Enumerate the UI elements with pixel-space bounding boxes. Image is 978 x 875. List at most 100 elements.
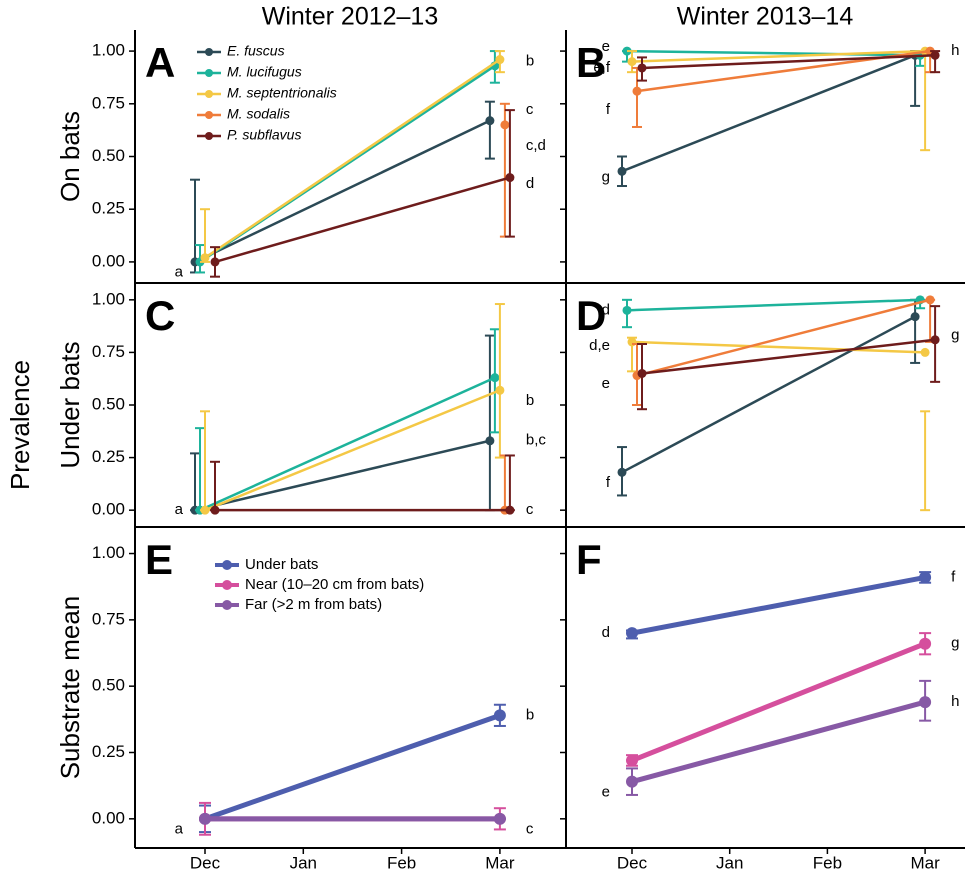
marker (199, 812, 211, 825)
series-line (636, 298, 931, 377)
legend-label: M. septentrionalis (227, 85, 337, 101)
legend-label: M. lucifugus (227, 64, 302, 80)
legend-marker (222, 580, 232, 590)
x-tick-label: Mar (485, 853, 515, 872)
marker (495, 55, 505, 65)
marker (493, 709, 506, 722)
marker (200, 253, 210, 263)
legend-marker (205, 90, 213, 98)
annotation: e,f (593, 59, 611, 76)
marker (200, 505, 210, 515)
series-line (641, 338, 936, 375)
series-line (194, 119, 491, 264)
legend-marker (205, 69, 213, 77)
y-tick-label: 0.50 (92, 394, 125, 413)
series-line (204, 712, 501, 822)
annotation: f (606, 101, 611, 118)
marker (627, 57, 637, 67)
marker (632, 86, 642, 96)
annotation: f (606, 474, 611, 491)
marker (637, 63, 647, 73)
annotation: a (175, 501, 184, 518)
legend-marker (205, 132, 213, 140)
column-title: Winter 2013–14 (677, 3, 854, 31)
series-line (621, 315, 916, 474)
series-line (199, 376, 496, 512)
panel-letter: C (145, 292, 175, 339)
annotation: b (526, 392, 534, 409)
marker (627, 337, 637, 347)
series-line (626, 49, 921, 57)
annotation: a (175, 820, 184, 837)
marker (490, 373, 500, 383)
series-line (631, 641, 927, 763)
annotation: d,e (589, 337, 610, 354)
panel-letter: D (576, 292, 606, 339)
annotation: c (526, 101, 534, 118)
y-tick-label: 0.25 (92, 742, 125, 761)
y-tick-label: 0.50 (92, 676, 125, 695)
series-line (631, 49, 926, 63)
annotation: g (951, 635, 959, 652)
x-tick-label: Jan (716, 853, 743, 872)
annotation: b (526, 706, 534, 723)
series-line (641, 54, 936, 70)
marker (485, 116, 495, 126)
legend-marker (205, 48, 213, 56)
marker (617, 166, 627, 176)
marker (919, 696, 932, 709)
legend-marker (222, 600, 232, 610)
series-line (631, 699, 926, 785)
y-tick-label: 0.75 (92, 342, 125, 361)
legend-marker (222, 560, 232, 570)
x-tick-label: Dec (617, 853, 648, 872)
marker (925, 295, 935, 305)
y-tick-label: 0.00 (92, 500, 125, 519)
y-super-label: Prevalence (5, 360, 35, 490)
annotation: e (602, 375, 610, 392)
annotation: b,c (526, 432, 547, 449)
annotation: g (602, 169, 610, 186)
legend-label: M. sodalis (227, 106, 290, 122)
marker (930, 50, 940, 60)
panel-letter: F (576, 536, 602, 583)
x-tick-label: Dec (190, 853, 221, 872)
marker (485, 436, 495, 446)
legend-label: Under bats (245, 556, 318, 573)
marker (919, 637, 932, 650)
series-line (631, 340, 926, 354)
y-tick-label: 0.50 (92, 146, 125, 165)
marker (930, 335, 940, 345)
marker (626, 754, 638, 767)
series-line (621, 54, 916, 173)
annotation: e (602, 783, 610, 800)
marker (626, 627, 638, 640)
annotation: g (951, 327, 959, 344)
marker (495, 385, 505, 395)
marker (617, 467, 627, 477)
marker (210, 505, 220, 515)
series-line (204, 58, 501, 259)
column-title: Winter 2012–13 (262, 3, 439, 31)
legend-label: Near (10–20 cm from bats) (245, 576, 424, 593)
annotation: e (602, 38, 610, 55)
annotation: b (526, 53, 534, 70)
y-tick-label: 0.25 (92, 447, 125, 466)
annotation: c,d (526, 137, 546, 154)
marker (210, 257, 220, 267)
y-label: On bats (55, 111, 85, 202)
y-tick-label: 0.75 (92, 93, 125, 112)
x-tick-label: Jan (290, 853, 317, 872)
annotation: f (951, 568, 956, 585)
y-tick-label: 1.00 (92, 41, 125, 60)
annotation: c (526, 501, 534, 518)
series-line (626, 298, 921, 312)
legend-marker (205, 111, 213, 119)
y-tick-label: 0.75 (92, 609, 125, 628)
panel-letter: B (576, 39, 606, 86)
annotation: d (602, 624, 610, 641)
marker (500, 120, 510, 130)
annotation: a (175, 263, 184, 280)
marker (622, 305, 632, 315)
